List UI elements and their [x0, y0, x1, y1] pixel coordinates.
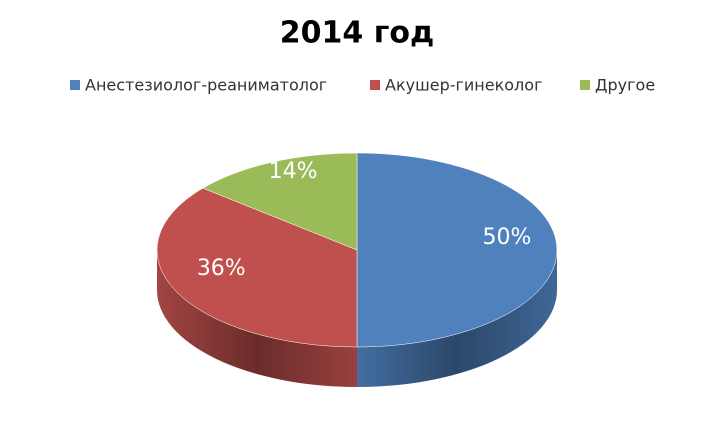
legend: Анестезиолог-реаниматолог Акушер-гинеколо…	[70, 76, 655, 95]
slice-side-shade	[157, 250, 357, 387]
slice	[356, 152, 558, 348]
legend-swatch	[580, 80, 590, 90]
data-label: 36%	[197, 256, 246, 281]
slice-side-shade	[357, 250, 557, 387]
legend-label: Анестезиолог-реаниматолог	[85, 76, 327, 95]
pie: 50% 36% 14%	[156, 152, 558, 387]
legend-label: Акушер-гинеколог	[385, 76, 542, 95]
data-label: 50%	[483, 225, 532, 250]
data-label: 14%	[269, 159, 318, 184]
legend-label: Другое	[595, 76, 655, 95]
chart-title: 2014 год	[280, 16, 434, 51]
slice	[202, 152, 358, 251]
legend-swatch	[70, 80, 80, 90]
slice	[156, 187, 358, 348]
legend-swatch	[370, 80, 380, 90]
